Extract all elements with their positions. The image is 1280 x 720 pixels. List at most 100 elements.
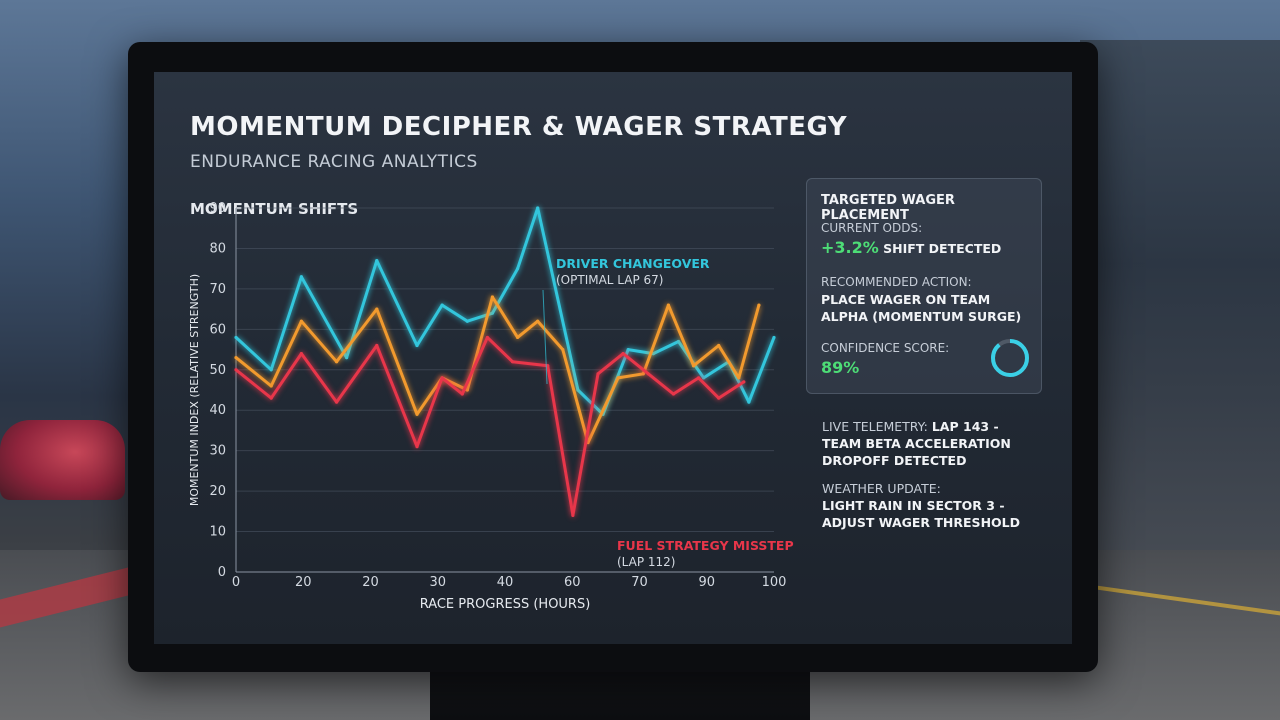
pit-garage-background xyxy=(1080,40,1280,600)
data-point xyxy=(269,396,273,400)
y-tick-label: 0 xyxy=(218,565,226,580)
data-point xyxy=(571,513,575,517)
weather-update: WEATHER UPDATE: LIGHT RAIN IN SECTOR 3 -… xyxy=(822,480,1042,531)
data-point xyxy=(234,368,238,372)
data-point xyxy=(616,376,620,380)
y-tick-label: 40 xyxy=(209,403,226,418)
data-point xyxy=(596,372,600,376)
data-point xyxy=(646,372,650,376)
weather-value: LIGHT RAIN IN SECTOR 3 - ADJUST WAGER TH… xyxy=(822,498,1020,530)
data-point xyxy=(375,258,379,263)
data-point xyxy=(334,400,339,404)
x-tick-label: 90 xyxy=(698,575,715,590)
odds-suffix: SHIFT DETECTED xyxy=(883,241,1002,256)
data-point xyxy=(460,392,464,396)
data-point xyxy=(621,352,625,356)
x-tick-label: 100 xyxy=(762,575,787,590)
x-tick-label: 30 xyxy=(429,575,446,590)
odds-readout: +3.2% SHIFT DETECTED xyxy=(821,239,1001,257)
confidence-gauge xyxy=(991,339,1029,377)
data-point xyxy=(717,396,721,400)
confidence-label: CONFIDENCE SCORE: xyxy=(821,341,950,355)
data-point xyxy=(415,412,419,416)
momentum-chart: 0 10 20 30 40 50 60 70 80 90 0 20 20 30 40 60 70 90 100 RAC… xyxy=(188,201,794,612)
monitor-frame: MOMENTUM DECIPHER & WAGER STRATEGY ENDUR… xyxy=(128,42,1098,672)
data-point xyxy=(691,364,696,368)
y-tick-label: 50 xyxy=(209,363,226,378)
data-point xyxy=(269,368,273,372)
data-point xyxy=(717,343,721,348)
y-tick-label: 20 xyxy=(209,484,226,499)
data-point xyxy=(561,347,565,352)
data-point xyxy=(234,356,238,360)
wager-panel: TARGETED WAGER PLACEMENT CURRENT ODDS: +… xyxy=(806,178,1042,394)
x-tick-label: 70 xyxy=(631,575,648,590)
data-point xyxy=(747,400,751,404)
y-tick-label: 90 xyxy=(209,201,226,216)
dashboard-screen: MOMENTUM DECIPHER & WAGER STRATEGY ENDUR… xyxy=(154,72,1072,644)
data-point xyxy=(641,372,645,376)
data-point xyxy=(465,319,469,323)
data-point xyxy=(576,388,580,392)
page-subtitle: ENDURANCE RACING ANALYTICS xyxy=(190,152,478,172)
data-point xyxy=(465,388,469,392)
wager-panel-title: TARGETED WAGER PLACEMENT xyxy=(821,193,955,223)
series-line-1 xyxy=(235,295,761,445)
y-axis-label: MOMENTUM INDEX (RELATIVE STRENGTH) xyxy=(188,274,201,506)
data-point xyxy=(345,356,349,360)
data-point xyxy=(490,295,495,299)
y-tick-label: 30 xyxy=(209,444,226,459)
data-point xyxy=(234,335,238,340)
data-point xyxy=(299,319,303,323)
data-point xyxy=(536,206,540,210)
data-point xyxy=(676,339,681,344)
telemetry-value: LAP 143 - TEAM BETA ACCELERATION DROPOFF… xyxy=(822,419,1011,468)
data-point xyxy=(626,347,630,352)
annotation-fuel-misstep-sub: (LAP 112) xyxy=(617,555,676,569)
data-point xyxy=(696,376,701,380)
data-point xyxy=(415,343,419,348)
y-tick-label: 60 xyxy=(209,322,226,337)
data-point xyxy=(671,392,676,396)
series-line-0 xyxy=(234,206,776,416)
data-point xyxy=(757,303,761,307)
data-point xyxy=(536,319,540,323)
x-axis-label: RACE PROGRESS (HOURS) xyxy=(420,597,591,612)
series-line-2 xyxy=(235,335,745,517)
data-point xyxy=(334,360,339,364)
annotation-fuel-misstep: FUEL STRATEGY MISSTEP xyxy=(617,538,794,553)
live-telemetry: LIVE TELEMETRY: LAP 143 - TEAM BETA ACCE… xyxy=(822,418,1042,469)
data-point xyxy=(269,384,273,388)
data-point xyxy=(515,335,520,340)
data-point xyxy=(299,352,303,356)
action-label: RECOMMENDED ACTION: xyxy=(821,275,972,289)
data-point xyxy=(772,335,776,340)
telemetry-label: LIVE TELEMETRY: xyxy=(822,419,928,434)
annotation-leader-line xyxy=(542,289,548,385)
odds-label: CURRENT ODDS: xyxy=(821,221,923,235)
data-point xyxy=(702,376,706,380)
data-point xyxy=(485,335,490,340)
data-point xyxy=(515,267,520,271)
data-point xyxy=(742,380,746,384)
confidence-readout: 89% xyxy=(821,359,859,377)
odds-value: +3.2% xyxy=(821,238,879,257)
data-point xyxy=(490,311,495,315)
confidence-value: 89% xyxy=(821,358,860,377)
data-point xyxy=(666,303,671,307)
y-tick-label: 70 xyxy=(209,282,226,297)
data-point xyxy=(375,307,379,311)
page-title: MOMENTUM DECIPHER & WAGER STRATEGY xyxy=(190,112,848,142)
weather-label: WEATHER UPDATE: xyxy=(822,481,941,496)
action-value: PLACE WAGER ON TEAM ALPHA (MOMENTUM SURG… xyxy=(821,292,1022,324)
data-point xyxy=(415,445,419,449)
y-tick-label: 10 xyxy=(209,525,226,540)
annotation-driver-changeover: DRIVER CHANGEOVER xyxy=(556,256,710,271)
race-car-background xyxy=(0,420,125,500)
annotation-driver-changeover-sub: (OPTIMAL LAP 67) xyxy=(556,273,663,287)
gauge-fill xyxy=(991,339,1029,377)
y-tick-label: 80 xyxy=(209,241,226,256)
x-tick-label: 60 xyxy=(564,575,581,590)
chart-title: MOMENTUM SHIFTS xyxy=(190,200,359,218)
x-tick-label: 40 xyxy=(497,575,514,590)
